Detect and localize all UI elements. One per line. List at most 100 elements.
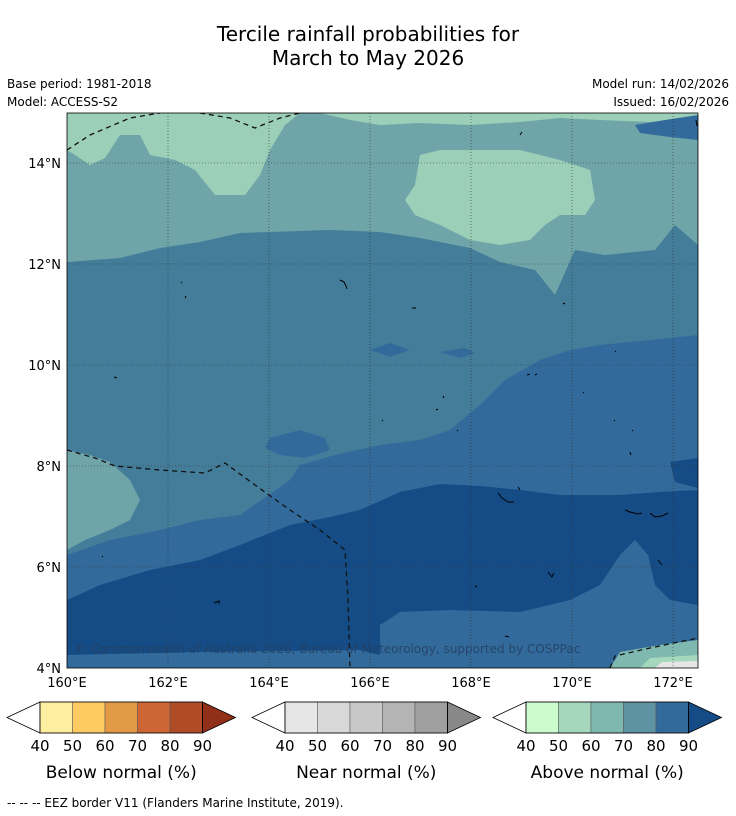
probability-field	[67, 113, 698, 668]
lat-label: 4°N	[37, 662, 62, 677]
meta-left: Base period: 1981-2018 Model: ACCESS-S2	[7, 75, 152, 111]
gridlines	[67, 113, 698, 668]
colorbar-tick-label: 40	[275, 737, 294, 755]
colorbar-label: Near normal (%)	[296, 763, 436, 783]
meta-right: Model run: 14/02/2026 Issued: 16/02/2026	[592, 75, 729, 111]
prob-80-90-patch-1	[370, 343, 410, 357]
colorbar-tick-label: 90	[193, 737, 212, 755]
colorbar-min-extension	[492, 701, 527, 734]
prob-50-60-region-north	[320, 113, 698, 125]
colorbar-tick-label: 80	[160, 737, 179, 755]
model-run: Model run: 14/02/2026	[591, 77, 729, 91]
colorbar-min-extension	[6, 701, 41, 734]
colorbar-segment	[39, 701, 73, 734]
colorbar-outline	[525, 701, 689, 734]
colorbar-outline	[39, 701, 203, 734]
lat-label: 12°N	[28, 258, 61, 273]
prob-60-70-region-west	[67, 450, 140, 550]
prob-80-90-patch-northeast	[635, 115, 698, 140]
colorbar-min-extension	[251, 701, 286, 734]
colorbar-segment	[558, 701, 592, 734]
title-line-2: March to May 2026	[271, 46, 465, 70]
prob-80-90-patch-2	[440, 348, 475, 358]
lat-label: 8°N	[37, 460, 62, 475]
prob-90-patch-east	[670, 458, 698, 488]
colorbar-tick-label: 70	[373, 737, 392, 755]
colorbar-segment	[382, 701, 416, 734]
island-outline	[435, 395, 445, 411]
colorbar-outline	[284, 701, 448, 734]
eez-border-southeast	[609, 637, 698, 668]
lat-label: 10°N	[28, 359, 61, 374]
island-outline	[624, 509, 669, 518]
latitude-labels: 14°N 12°N 10°N 8°N 6°N 4°N	[28, 157, 61, 677]
colorbar-tick-label: 40	[30, 737, 49, 755]
colorbar-segment	[72, 701, 106, 734]
map-title: Tercile rainfall probabilities for March…	[0, 22, 736, 70]
colorbar-label: Above normal (%)	[531, 763, 684, 783]
colorbar-tick-label: 80	[405, 737, 424, 755]
eez-borders	[67, 113, 698, 668]
colorbar-segment	[169, 701, 203, 734]
colorbar-max-extension	[688, 701, 723, 734]
model-name: Model: ACCESS-S2	[7, 95, 119, 109]
colorbar-segment	[104, 701, 138, 734]
island-outline	[547, 559, 663, 578]
lon-label: 168°E	[451, 676, 491, 691]
title-line-1: Tercile rainfall probabilities for	[216, 22, 520, 46]
island-outline	[101, 555, 510, 638]
eez-border-central	[67, 449, 351, 668]
colorbar-tick-label: 50	[549, 737, 568, 755]
island-outline	[695, 119, 698, 127]
islands	[101, 119, 698, 638]
colorbar-tick-label: 60	[340, 737, 359, 755]
colorbar-tick-label: 60	[95, 737, 114, 755]
island-outline	[519, 131, 523, 136]
colorbar-max-extension	[447, 701, 482, 734]
eez-border-northwest	[67, 113, 161, 151]
colorbar-segment	[414, 701, 448, 734]
colorbar-tick-label: 90	[679, 737, 698, 755]
colorbar-3: 40 50 60 70 80 90 Above normal (%)	[492, 701, 723, 783]
island-outline	[562, 302, 566, 305]
colorbar-segment	[137, 701, 171, 734]
lon-label: 164°E	[249, 676, 289, 691]
eez-border-north	[199, 113, 301, 129]
colorbar-label: Below normal (%)	[46, 763, 197, 783]
colorbar-1: 40 50 60 70 80 90 Below normal (%)	[6, 701, 237, 783]
colorbar-tick-label: 50	[308, 737, 327, 755]
island-outline	[113, 376, 118, 379]
colorbar-tick-label: 70	[614, 737, 633, 755]
colorbar-segment	[317, 701, 351, 734]
colorbar-segment	[590, 701, 624, 734]
lon-label: 160°E	[47, 676, 87, 691]
colorbar-tick-label: 50	[63, 737, 82, 755]
colorbar-segment	[655, 701, 689, 734]
colorbar-tick-label: 90	[438, 737, 457, 755]
map-frame	[66, 112, 699, 669]
colorbar-segment	[284, 701, 318, 734]
island-outline	[180, 281, 187, 299]
lon-label: 170°E	[552, 676, 592, 691]
lat-label: 14°N	[28, 157, 61, 172]
island-outline	[339, 279, 348, 290]
colorbar-segment	[525, 701, 559, 734]
lon-label: 162°E	[148, 676, 188, 691]
colorbar-tick-label: 60	[581, 737, 600, 755]
copyright-notice: © Commonwealth of Australia 2026, Bureau…	[75, 642, 580, 656]
prob-50-60-region-northwest	[67, 113, 300, 195]
lat-label: 6°N	[37, 561, 62, 576]
issued-date: Issued: 16/02/2026	[613, 95, 729, 109]
colorbar-segment	[623, 701, 657, 734]
island-outline	[497, 486, 521, 503]
prob-80-90-lobe-south	[380, 540, 698, 668]
colorbar-tick-label: 80	[646, 737, 665, 755]
colorbar-tick-label: 70	[128, 737, 147, 755]
colorbar-segment	[349, 701, 383, 734]
lon-label: 166°E	[350, 676, 390, 691]
lon-label: 172°E	[653, 676, 693, 691]
base-period: Base period: 1981-2018	[7, 77, 152, 91]
longitude-labels: 160°E 162°E 164°E 166°E 168°E 170°E 172°…	[47, 676, 693, 691]
